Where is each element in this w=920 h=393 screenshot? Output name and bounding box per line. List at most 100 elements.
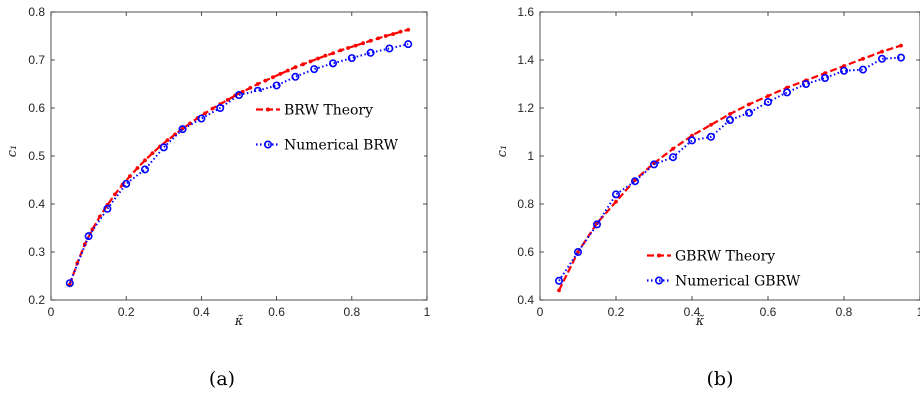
data-point-gbrw-theory (899, 43, 903, 48)
data-point-brw-theory (308, 59, 313, 64)
data-point-brw-theory (368, 38, 373, 43)
legend-marker-brw-theory (266, 107, 270, 112)
data-point-brw-theory (353, 43, 358, 48)
data-point-numerical-brw (404, 40, 413, 49)
y-axis-label: c₁ (5, 145, 20, 158)
legend-marker-numerical-gbrw (654, 276, 663, 285)
data-point-gbrw-theory (557, 288, 561, 293)
data-point-brw-theory (128, 174, 132, 179)
data-point-numerical-gbrw (839, 66, 848, 75)
data-point-numerical-brw (385, 44, 394, 53)
series-line-numerical-brw (68, 43, 409, 284)
x-tick-label: 1 (917, 305, 920, 319)
y-tick-label: 0.6 (28, 101, 45, 115)
data-point-numerical-brw (103, 204, 112, 213)
data-point-numerical-brw (65, 279, 74, 288)
y-tick-label: 0.2 (28, 293, 45, 307)
data-point-numerical-brw (122, 179, 131, 188)
data-point-numerical-gbrw (554, 276, 563, 285)
series-line-brw-theory (68, 28, 409, 286)
panel-label: (a) (209, 368, 235, 390)
data-point-brw-theory (278, 72, 283, 76)
y-tick-label: 0.8 (517, 197, 534, 211)
data-point-numerical-brw (141, 165, 150, 174)
data-point-numerical-brw (310, 65, 319, 74)
data-point-brw-theory (391, 32, 396, 36)
data-point-numerical-gbrw (630, 177, 639, 186)
x-tick-label: 0.2 (118, 305, 135, 319)
data-point-brw-theory (406, 27, 411, 32)
data-point-numerical-brw (291, 72, 300, 81)
chart-panel-b: 0 0.2 0.4 0.6 0.8 1 0.4 0.6 0.8 1 1.2 1.4 1.6 κ̃ c₁ GBR… (495, 5, 920, 390)
data-point-brw-theory (293, 65, 298, 70)
data-point-gbrw-theory (709, 122, 713, 127)
data-point-brw-theory (383, 34, 388, 38)
data-point-brw-theory (150, 151, 155, 156)
data-point-numerical-gbrw (668, 153, 677, 162)
x-axis-label: κ̃ (234, 314, 244, 329)
y-tick-label: 1.6 (517, 5, 534, 19)
y-axis-label: c₁ (495, 145, 510, 158)
y-tick-label: 1 (527, 149, 534, 163)
data-point-brw-theory (143, 158, 147, 163)
x-tick-label: 0.6 (760, 305, 777, 319)
y-tick-label: 0.4 (28, 197, 45, 211)
data-point-brw-theory (203, 111, 208, 116)
data-point-brw-theory (255, 82, 260, 86)
data-point-gbrw-theory (880, 49, 884, 54)
data-point-numerical-gbrw (573, 248, 582, 257)
x-tick-label: 0.8 (343, 305, 360, 319)
data-point-numerical-gbrw (744, 108, 753, 117)
legend: GBRW Theory Numerical GBRW (643, 243, 825, 293)
data-point-numerical-brw (197, 114, 206, 123)
data-point-brw-theory (188, 121, 193, 126)
data-point-numerical-gbrw (782, 88, 791, 97)
data-point-brw-theory (301, 62, 305, 67)
data-point-brw-theory (113, 192, 117, 197)
x-tick-label: 1 (424, 305, 431, 319)
y-tick-label: 0.4 (517, 293, 534, 307)
data-point-gbrw-theory (747, 102, 751, 107)
data-point-brw-theory (210, 106, 215, 111)
data-point-numerical-gbrw (687, 136, 696, 145)
y-tick-label: 1.4 (517, 53, 534, 67)
panel-label: (b) (707, 368, 734, 390)
data-point-numerical-brw (272, 81, 281, 90)
data-point-brw-theory (331, 51, 335, 56)
legend-box (643, 243, 825, 293)
data-point-numerical-brw (159, 143, 168, 152)
data-point-brw-theory (263, 78, 268, 83)
x-tick-label: 0 (48, 305, 55, 319)
legend: BRW Theory Numerical BRW (252, 92, 424, 162)
data-point-numerical-gbrw (858, 65, 867, 74)
data-point-brw-theory (270, 75, 275, 80)
y-tick-label: 1.2 (517, 101, 534, 115)
legend-marker-numerical-brw (263, 140, 272, 149)
data-point-brw-theory (285, 68, 290, 73)
data-point-numerical-gbrw (592, 220, 601, 229)
data-point-brw-theory (361, 41, 365, 46)
y-tick-label: 0.6 (517, 245, 534, 259)
x-tick-label: 0 (537, 305, 544, 319)
data-point-numerical-gbrw (763, 98, 772, 107)
data-point-gbrw-theory (614, 199, 618, 204)
series-group (554, 43, 905, 293)
data-point-numerical-brw (366, 48, 375, 57)
data-point-numerical-brw (347, 54, 356, 63)
data-point-brw-theory (323, 53, 328, 58)
data-point-numerical-gbrw (877, 54, 886, 63)
x-tick-label: 0.4 (684, 305, 701, 319)
data-point-brw-theory (248, 85, 253, 90)
chart-panel-a: 0 0.2 0.4 0.6 0.8 10.20.30.40.50.60.70.8κ̃c₁B… (5, 5, 431, 390)
y-tick-label: 0.8 (28, 5, 45, 19)
data-point-numerical-gbrw (896, 53, 905, 62)
data-point-brw-theory (316, 56, 320, 61)
data-point-brw-theory (376, 36, 381, 41)
data-point-brw-theory (346, 46, 350, 50)
legend-label-numerical-gbrw: Numerical GBRW (675, 274, 801, 290)
data-point-numerical-brw (216, 104, 225, 113)
legend-label-gbrw-theory: GBRW Theory (675, 249, 775, 265)
y-tick-label: 0.3 (28, 245, 45, 259)
x-tick-label: 0.8 (836, 305, 853, 319)
data-point-brw-theory (165, 138, 170, 143)
